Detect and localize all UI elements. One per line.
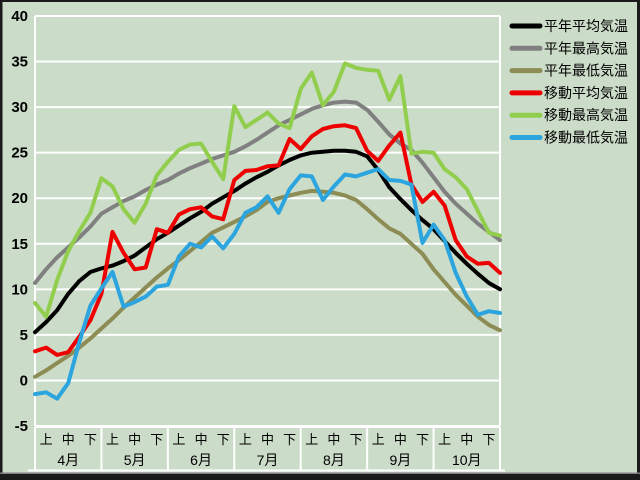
month-label: 4月	[57, 452, 79, 468]
month-label: 9月	[389, 452, 411, 468]
month-label: 8月	[323, 452, 345, 468]
month-label: 6月	[190, 452, 212, 468]
period-label: 中	[261, 432, 274, 447]
y-tick-label: 10	[11, 281, 28, 298]
period-label: 下	[283, 432, 296, 447]
y-tick-label: 30	[11, 99, 28, 116]
series-line-移動最高気温	[33, 61, 502, 319]
legend-label-移動最高気温: 移動最高気温	[544, 107, 628, 123]
period-label: 上	[40, 432, 53, 447]
month-label: 5月	[124, 452, 146, 468]
y-tick-label: -5	[15, 418, 28, 435]
period-label: 上	[172, 432, 185, 447]
period-label: 下	[217, 432, 230, 447]
period-label: 中	[128, 432, 141, 447]
y-tick-label: 0	[20, 372, 28, 389]
period-label: 中	[327, 432, 340, 447]
period-label: 下	[416, 432, 429, 447]
period-label: 下	[150, 432, 163, 447]
frame-bottom	[0, 474, 640, 480]
frame-top	[0, 0, 640, 2]
series-line-平年最高気温	[33, 99, 502, 285]
legend-label-移動平均気温: 移動平均気温	[544, 85, 628, 101]
period-label: 上	[239, 432, 252, 447]
y-tick-label: 20	[11, 190, 28, 207]
period-label: 中	[195, 432, 208, 447]
legend-label-平年最低気温: 平年最低気温	[544, 63, 628, 79]
series-line-平年平均気温	[33, 148, 502, 335]
legend-label-平年最高気温: 平年最高気温	[544, 40, 628, 56]
series-line-平年最低気温	[33, 188, 502, 379]
legend-label-平年平均気温: 平年平均気温	[544, 18, 628, 34]
period-label: 中	[460, 432, 473, 447]
period-label: 上	[106, 432, 119, 447]
period-label: 上	[438, 432, 451, 447]
y-tick-label: 5	[20, 327, 28, 344]
month-label: 7月	[257, 452, 279, 468]
frame-right	[637, 0, 640, 480]
y-tick-label: 15	[11, 236, 28, 253]
period-label: 下	[482, 432, 495, 447]
frame-bottom-shadow	[0, 472, 640, 474]
y-tick-label: 40	[11, 8, 28, 25]
period-label: 上	[372, 432, 385, 447]
legend-label-移動最低気温: 移動最低気温	[544, 130, 628, 146]
series-line-移動最低気温	[33, 167, 502, 401]
frame-left	[0, 0, 3, 480]
y-tick-label: 25	[11, 145, 28, 162]
period-label: 下	[350, 432, 363, 447]
period-label: 中	[394, 432, 407, 447]
period-label: 上	[305, 432, 318, 447]
month-label: 10月	[452, 452, 482, 468]
y-tick-label: 35	[11, 54, 28, 71]
series-line-移動平均気温	[33, 123, 502, 357]
period-label: 下	[84, 432, 97, 447]
period-label: 中	[62, 432, 75, 447]
